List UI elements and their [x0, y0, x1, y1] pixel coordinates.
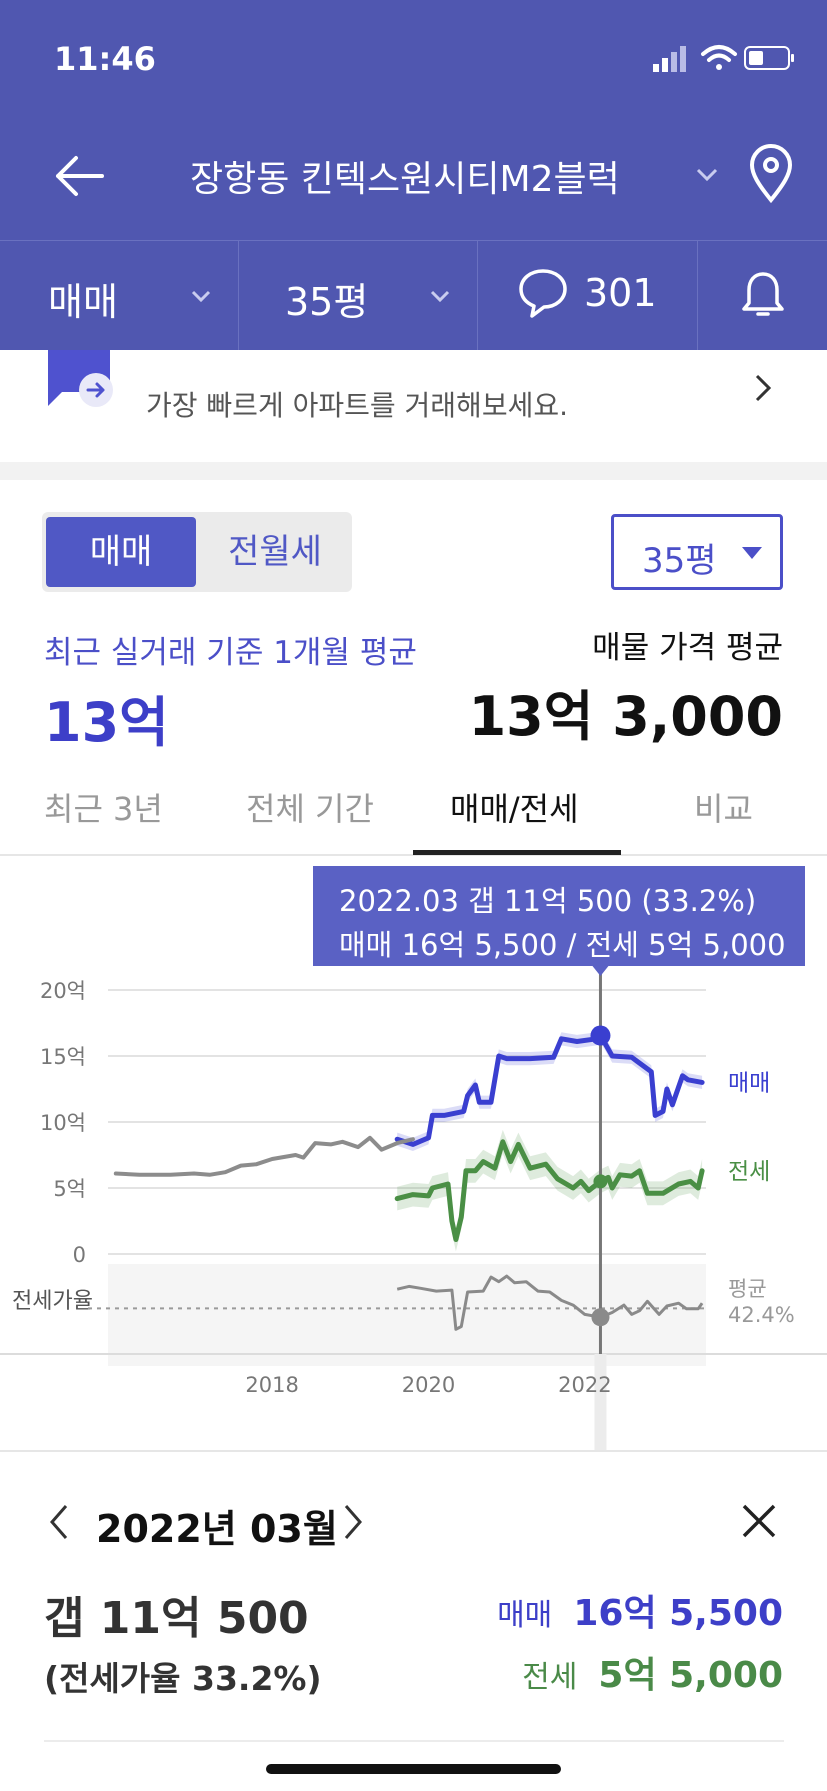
jeonse-price-row: 전세 5억 5,000 — [522, 1646, 783, 1698]
sale-selected-marker — [590, 1025, 611, 1046]
size-label: 35평 — [285, 280, 369, 324]
price-chart[interactable]: 20억 15억 10억 5억 0 2018 2020 2022 전세가율 평균 42.4% 매매 전세 … — [0, 856, 827, 1450]
battery-icon — [744, 46, 794, 70]
app-header: 11:46 장항동 킨텍스원시티M2블럭 — [0, 0, 827, 351]
chevron-left-icon[interactable] — [44, 1502, 74, 1542]
caret-down-icon — [742, 547, 762, 559]
sale-toggle-button[interactable]: 매매 — [46, 517, 196, 587]
sale-line — [394, 1033, 705, 1147]
divider — [238, 241, 239, 351]
price-type-toggle: 매매 전월세 — [42, 512, 352, 592]
ratio-band — [108, 1264, 706, 1366]
jeonse-monthly-toggle-button[interactable]: 전월세 — [228, 532, 322, 572]
detail-panel: 2022년 03월 갭 11억 500 (전세가율 33.2%) 매매 16억 … — [0, 1450, 827, 1791]
jeonse-ratio: (전세가율 33.2%) — [44, 1659, 322, 1698]
ratio-selected-marker — [591, 1308, 610, 1327]
recent-avg-label: 최근 실거래 기준 1개월 평균 — [44, 635, 417, 671]
ratio-axis-label: 전세가율 — [12, 1289, 93, 1314]
comments-button[interactable]: 301 — [478, 241, 697, 351]
signal-icon — [653, 46, 686, 72]
divider — [44, 1740, 784, 1742]
period-tabs: 최근 3년 전체 기간 매매/전세 비교 — [0, 770, 827, 856]
sale-value: 16억 5,500 — [573, 1593, 783, 1634]
promo-subtitle: 가장 빠르게 아파트를 거래해보세요. — [146, 389, 569, 422]
jeonse-value: 5억 5,000 — [598, 1655, 783, 1696]
jeonse-selected-marker — [593, 1174, 608, 1189]
size-dropdown[interactable]: 35평 — [239, 241, 477, 351]
jeonse-line — [394, 1139, 705, 1242]
listing-avg-label: 매물 가격 평균 — [592, 630, 783, 666]
past-price-line — [113, 1135, 415, 1177]
tab-sale-jeonse[interactable]: 매매/전세 — [450, 790, 579, 828]
chevron-down-icon — [191, 290, 211, 303]
chat-bubble-icon — [519, 269, 567, 318]
x-tick-label: 2020 — [402, 1373, 455, 1397]
y-tick-label: 5억 — [53, 1177, 86, 1201]
chevron-down-icon — [430, 290, 450, 303]
sale-series-label: 매매 — [728, 1070, 770, 1096]
selection-band — [594, 1354, 607, 1450]
jeonse-range-band — [397, 1129, 703, 1252]
y-tick-label: 20억 — [40, 979, 86, 1003]
flag-arrow-icon — [48, 350, 113, 407]
chevron-down-icon[interactable] — [692, 160, 722, 190]
sale-range-band — [397, 1028, 703, 1151]
sale-price-row: 매매 16억 5,500 — [497, 1584, 783, 1636]
tab-full-period[interactable]: 전체 기간 — [246, 790, 374, 828]
size-select[interactable]: 35평 — [611, 514, 783, 590]
home-indicator — [266, 1764, 561, 1774]
nav-row: 장항동 킨텍스원시티M2블럭 — [0, 130, 827, 220]
y-tick-label: 10억 — [40, 1111, 86, 1135]
bell-icon[interactable] — [740, 269, 786, 321]
trade-type-label: 매매 — [48, 280, 118, 324]
tab-compare[interactable]: 비교 — [694, 790, 753, 828]
y-tick-label: 0 — [73, 1243, 86, 1267]
active-tab-indicator — [413, 850, 621, 855]
divider — [697, 241, 698, 351]
status-icons — [653, 45, 794, 72]
size-select-value: 35평 — [642, 541, 717, 581]
tooltip-line-1: 2022.03 갭 11억 500 (33.2%) — [339, 884, 757, 918]
map-pin-icon[interactable] — [748, 144, 794, 204]
ratio-line — [396, 1274, 704, 1331]
tooltip-pointer — [592, 966, 609, 976]
x-tick-label: 2018 — [245, 1373, 298, 1397]
tooltip-line-2: 매매 16억 5,500 / 전세 5억 5,000 — [339, 928, 786, 962]
ratio-average-label: 평균 — [728, 1277, 767, 1301]
status-time: 11:46 — [54, 40, 156, 78]
chevron-right-icon[interactable] — [338, 1502, 368, 1542]
promo-banner[interactable]: 가장 빠르게 아파트를 거래해보세요. — [0, 350, 827, 462]
x-tick-label: 2022 — [558, 1373, 611, 1397]
wifi-icon — [701, 45, 737, 70]
divider — [477, 241, 478, 351]
filter-bar: 매매 35평 301 — [0, 240, 827, 351]
detail-month: 2022년 03월 — [96, 1507, 338, 1551]
section-divider — [0, 462, 827, 480]
page-title[interactable]: 장항동 킨텍스원시티M2블럭 — [190, 159, 620, 200]
comments-count: 301 — [584, 271, 657, 315]
back-arrow-icon[interactable] — [52, 148, 108, 204]
y-tick-label: 15억 — [40, 1045, 86, 1069]
sale-label: 매매 — [497, 1598, 553, 1633]
jeonse-label: 전세 — [522, 1660, 578, 1695]
listing-avg-value: 13억 3,000 — [468, 685, 783, 748]
chart-tooltip: 2022.03 갭 11억 500 (33.2%) 매매 16억 5,500 /… — [313, 866, 805, 966]
gap-value: 갭 11억 500 — [44, 1593, 309, 1644]
chevron-right-icon — [755, 374, 772, 402]
trade-type-dropdown[interactable]: 매매 — [0, 241, 238, 351]
jeonse-series-label: 전세 — [728, 1159, 770, 1185]
ratio-average-value: 42.4% — [728, 1303, 795, 1327]
recent-avg-value: 13억 — [44, 691, 169, 754]
close-icon[interactable] — [740, 1502, 778, 1540]
tab-recent-3-years[interactable]: 최근 3년 — [44, 790, 163, 828]
